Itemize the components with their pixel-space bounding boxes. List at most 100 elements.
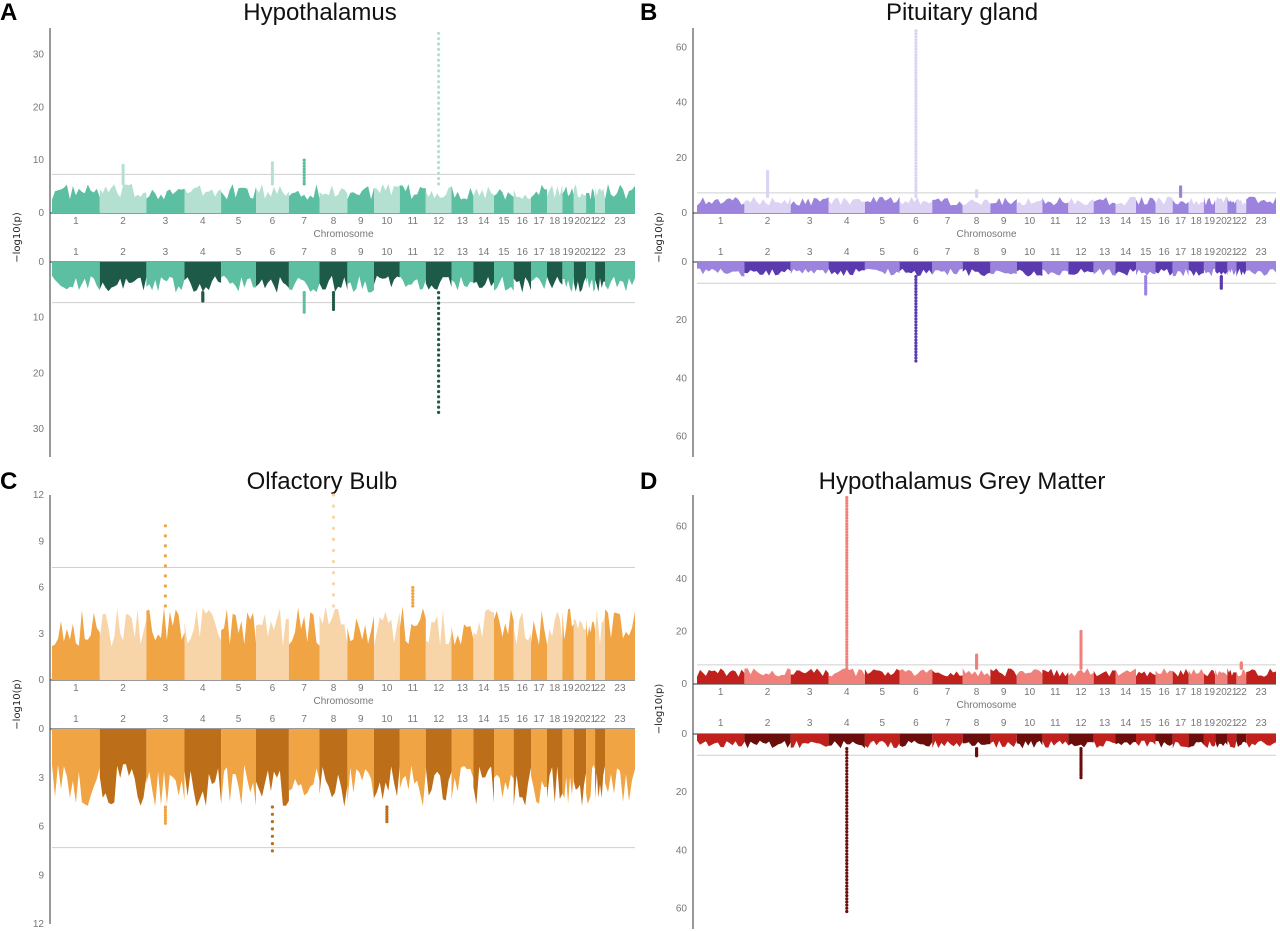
chromosome-label-top-a-19: 19 <box>563 216 575 227</box>
chromosome-label-bottom-d-21: 21 <box>1226 718 1238 729</box>
chromosome-band-top-c-18 <box>547 611 563 680</box>
chromosome-band-bottom-b-19 <box>1203 262 1216 277</box>
peak-point-top-d-4-22 <box>845 603 849 607</box>
peak-point-top-b-6-51 <box>914 41 918 45</box>
chromosome-band-bottom-d-1 <box>697 734 745 748</box>
chromosome-band-top-a-16 <box>513 189 531 213</box>
chromosome-band-bottom-a-20 <box>573 262 587 293</box>
peak-point-top-c-3-8 <box>163 524 167 528</box>
peak-point-top-d-4-40 <box>845 551 849 555</box>
chromosome-label-bottom-b-8: 8 <box>974 247 980 258</box>
chromosome-band-top-b-13 <box>1093 197 1116 213</box>
peak-point-bottom-b-6-10 <box>914 305 918 309</box>
peak-point-bottom-d-4-16 <box>845 798 849 802</box>
chromosome-band-top-a-8 <box>319 185 348 213</box>
chromosome-band-bottom-c-1 <box>52 729 100 806</box>
peak-point-bottom-b-6-17 <box>914 326 918 330</box>
peak-point-bottom-a-7-5 <box>302 303 306 307</box>
peak-point-bottom-a-12-18 <box>437 384 441 388</box>
peak-point-top-c-3-5 <box>163 554 167 558</box>
chromosome-band-bottom-c-12 <box>425 729 452 801</box>
peak-point-bottom-d-4-24 <box>845 823 849 827</box>
chromosome-label-bottom-a-20: 20 <box>574 247 586 258</box>
peak-point-top-d-4-39 <box>845 553 849 558</box>
chromosome-label-bottom-b-14: 14 <box>1120 247 1132 258</box>
chromosome-label-bottom-c-11: 11 <box>408 714 419 725</box>
chromosome-label-top-c-18: 18 <box>549 683 561 694</box>
peak-point-top-d-4-59 <box>845 496 849 500</box>
peak-point-bottom-d-4-6 <box>845 766 849 770</box>
peak-point-bottom-c-3-6 <box>163 821 167 825</box>
chromosome-label-bottom-a-23: 23 <box>614 247 626 258</box>
chromosome-label-top-d-17: 17 <box>1175 687 1187 698</box>
peak-point-bottom-d-4-43 <box>845 884 849 888</box>
chromosome-band-top-d-10 <box>1016 669 1043 684</box>
chromosome-label-top-d-15: 15 <box>1140 687 1152 698</box>
chromosome-band-bottom-b-9 <box>990 262 1017 275</box>
peak-point-top-a-12-20 <box>437 74 441 78</box>
peak-point-bottom-d-12-13 <box>1079 776 1083 780</box>
peak-point-bottom-a-12-17 <box>437 379 441 383</box>
peak-point-bottom-b-6-22 <box>914 341 918 345</box>
chromosome-band-top-d-21 <box>1227 668 1237 684</box>
chromosome-label-top-d-19: 19 <box>1204 687 1216 698</box>
peak-point-top-c-3-7 <box>163 534 167 538</box>
chromosome-label-bottom-d-18: 18 <box>1191 718 1203 729</box>
peak-point-bottom-a-12-14 <box>437 364 441 368</box>
peak-point-bottom-b-6-26 <box>914 353 918 357</box>
peak-point-top-c-11-5 <box>411 589 415 593</box>
panel-title-a: Hypothalamus <box>243 0 396 26</box>
peak-point-bottom-d-4-20 <box>845 810 849 815</box>
peak-point-bottom-c-3-0 <box>163 805 167 809</box>
peak-point-top-a-12-5 <box>437 155 441 159</box>
chromosome-label-top-b-18: 18 <box>1191 216 1203 227</box>
peak-point-top-c-3-2 <box>163 584 167 588</box>
peak-point-top-a-12-22 <box>437 64 441 68</box>
peak-point-top-c-3-3 <box>163 574 167 578</box>
y-tick-top-c-0: 0 <box>38 675 44 686</box>
chromosome-label-bottom-c-9: 9 <box>358 714 364 725</box>
peak-point-bottom-a-4-6 <box>201 299 205 303</box>
chromosome-band-top-b-11 <box>1042 197 1069 213</box>
peak-point-top-d-4-10 <box>845 637 849 641</box>
peak-point-top-b-6-7 <box>914 173 918 177</box>
peak-point-top-a-7-2 <box>302 176 306 180</box>
peak-point-bottom-d-4-3 <box>845 756 849 760</box>
peak-point-top-b-6-26 <box>914 116 918 120</box>
chromosome-label-bottom-d-15: 15 <box>1140 718 1152 729</box>
peak-point-top-d-4-5 <box>845 652 849 656</box>
peak-point-top-b-6-43 <box>914 65 918 69</box>
peak-point-top-b-6-28 <box>914 110 918 114</box>
peak-point-top-d-4-56 <box>845 504 849 508</box>
chromosome-band-top-c-6 <box>256 608 289 680</box>
peak-point-bottom-d-12-7 <box>1079 762 1083 766</box>
chromosome-label-bottom-d-20: 20 <box>1216 718 1228 729</box>
chromosome-band-bottom-a-8 <box>319 262 348 292</box>
peak-point-bottom-b-6-20 <box>914 335 918 339</box>
peak-point-top-c-8-3 <box>331 571 336 575</box>
chromosome-band-top-d-20 <box>1215 669 1228 684</box>
y-tick-bottom-d-60: 60 <box>676 904 688 915</box>
chromosome-label-top-c-15: 15 <box>498 683 510 694</box>
peak-point-top-d-4-41 <box>845 548 849 552</box>
peak-point-bottom-a-12-3 <box>437 306 441 310</box>
peak-point-top-a-12-21 <box>437 69 441 73</box>
chromosome-label-top-b-17: 17 <box>1175 216 1187 227</box>
chromosome-band-bottom-a-1 <box>52 262 100 291</box>
peak-point-top-a-12-7 <box>437 144 441 148</box>
chromosome-label-top-c-11: 11 <box>408 683 419 694</box>
chromosome-band-top-c-9 <box>347 615 374 680</box>
chromosome-label-top-d-11: 11 <box>1050 687 1061 698</box>
peak-point-top-a-2-7 <box>121 166 125 170</box>
peak-point-top-d-12-8 <box>1079 649 1083 653</box>
chromosome-band-bottom-b-21 <box>1227 262 1237 276</box>
chromosome-band-top-c-2 <box>99 608 147 680</box>
y-axis-label-b: −log10(p) <box>654 212 665 263</box>
peak-point-bottom-d-4-8 <box>845 772 849 776</box>
chromosome-label-bottom-d-7: 7 <box>945 718 951 729</box>
chromosome-band-top-a-17 <box>531 184 547 213</box>
peak-point-bottom-a-7-3 <box>302 298 306 302</box>
peak-point-bottom-a-8-2 <box>331 295 336 299</box>
chromosome-band-bottom-d-3 <box>790 734 829 749</box>
peak-point-top-b-2-13 <box>766 170 770 174</box>
